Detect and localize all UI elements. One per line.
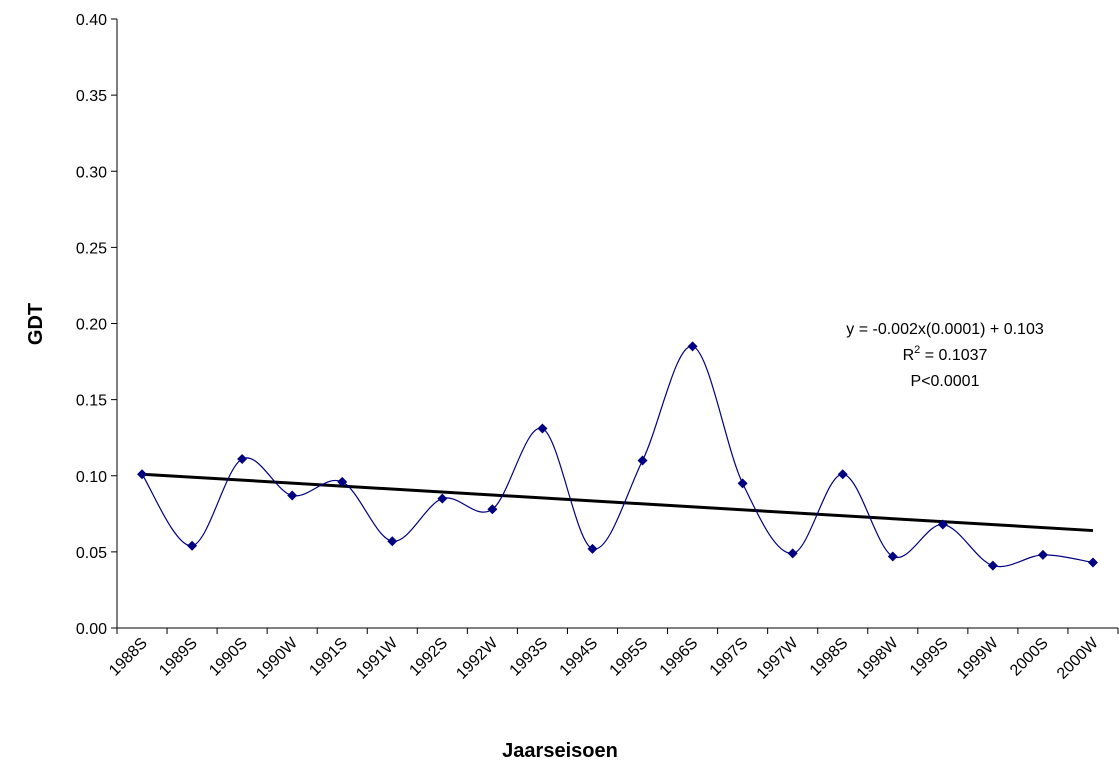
marker [887, 551, 898, 562]
marker [587, 543, 598, 554]
x-tick-label: 1988S [106, 635, 151, 680]
x-tick-label: 1992W [453, 634, 502, 683]
marker [187, 540, 198, 551]
marker [337, 476, 348, 487]
marker [937, 519, 948, 530]
marker [737, 478, 748, 489]
x-tick-label: 1998W [854, 634, 903, 683]
x-tick-label: 1990W [253, 634, 302, 683]
r-squared-base: R [903, 347, 915, 364]
marker [687, 341, 698, 352]
y-tick-label: 0.05 [76, 545, 107, 562]
marker [1037, 549, 1048, 560]
y-tick-label: 0.40 [76, 12, 107, 29]
marker [637, 455, 648, 466]
marker [287, 490, 298, 501]
x-tick-label: 1997W [754, 634, 803, 683]
marker [837, 469, 848, 480]
y-tick-label: 0.20 [76, 317, 107, 334]
marker [537, 423, 548, 434]
marker [487, 504, 498, 515]
x-tick-label: 2000W [1054, 634, 1103, 683]
marker [787, 548, 798, 559]
y-tick-label: 0.00 [76, 621, 107, 638]
x-tick-label: 1993S [507, 635, 552, 680]
y-tick-label: 0.35 [76, 88, 107, 105]
equation: y = -0.002x(0.0001) + 0.103 [846, 321, 1044, 338]
series-line [141, 345, 1094, 568]
x-tick-label: 1998S [807, 635, 852, 680]
x-tick-label: 1996S [657, 635, 702, 680]
marker [437, 493, 448, 504]
p-value: P<0.0001 [911, 373, 980, 390]
y-tick-label: 0.25 [76, 240, 107, 257]
marker [987, 560, 998, 571]
x-tick-label: 1991S [306, 635, 351, 680]
y-tick-label: 0.10 [76, 469, 107, 486]
r-squared-value: = 0.1037 [920, 347, 987, 364]
x-tick-label: 1995S [607, 635, 652, 680]
marker [1087, 557, 1098, 568]
x-tick-label: 1999W [954, 634, 1003, 683]
x-tick-label: 1991W [353, 634, 402, 683]
x-axis-title: Jaarseisoen [502, 740, 618, 762]
r-squared-sup: 2 [914, 344, 920, 356]
marker [137, 469, 148, 480]
y-tick-label: 0.15 [76, 393, 107, 410]
r-squared: R2 = 0.1037 [903, 344, 988, 364]
x-tick-label: 1999S [907, 635, 952, 680]
x-tick-label: 1994S [557, 635, 602, 680]
x-tick-label: 1989S [156, 635, 201, 680]
marker [387, 536, 398, 547]
x-tick-label: 1990S [206, 635, 251, 680]
y-tick-label: 0.30 [76, 164, 107, 181]
x-tick-label: 1997S [707, 635, 752, 680]
y-axis-title: GDT [25, 303, 47, 345]
trendline [141, 472, 1094, 533]
marker [237, 454, 248, 465]
x-tick-label: 1992S [406, 635, 451, 680]
x-tick-label: 2000S [1007, 635, 1052, 680]
